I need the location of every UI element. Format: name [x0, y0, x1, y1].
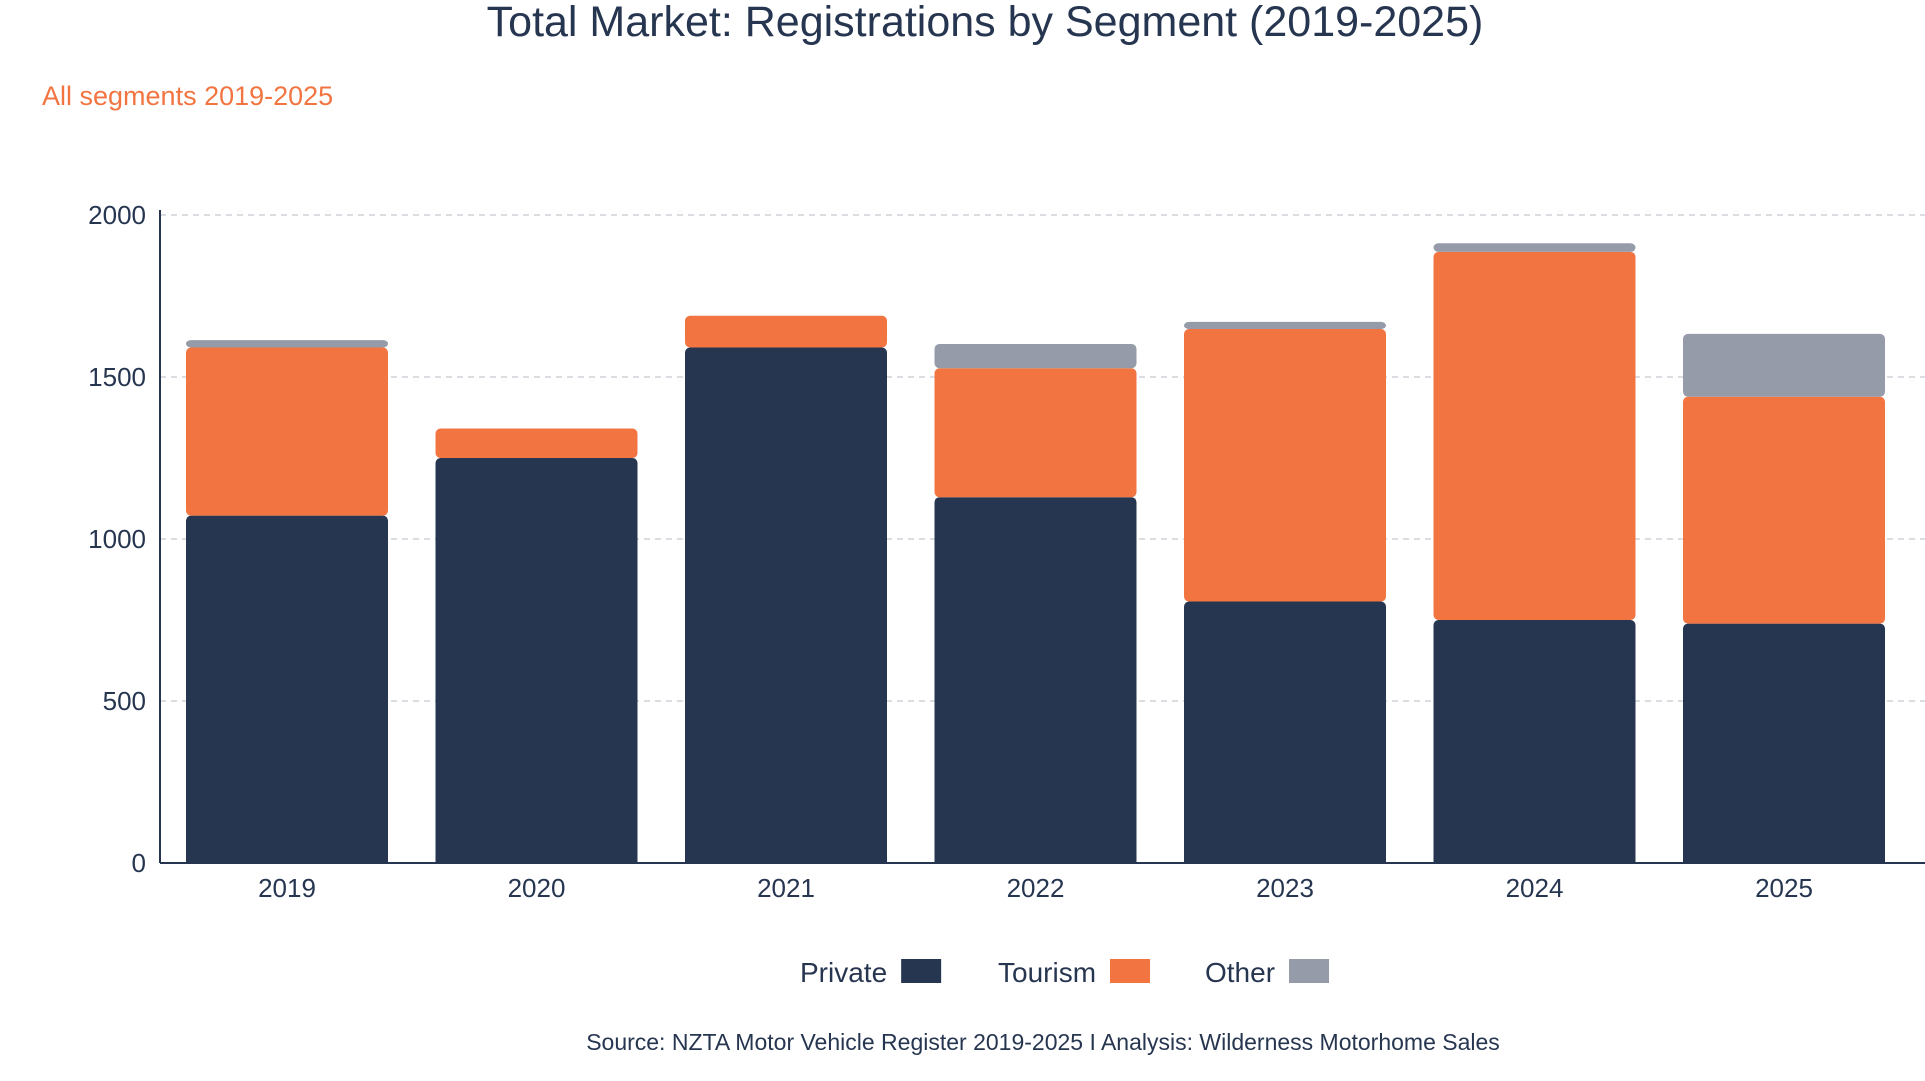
x-tick-label: 2024: [1506, 873, 1564, 903]
x-tick-label: 2025: [1755, 873, 1813, 903]
y-tick-label: 0: [132, 848, 146, 878]
legend-swatch-tourism: [1110, 959, 1151, 983]
legend-swatch-private: [901, 959, 942, 983]
bar-base-2024: [1433, 857, 1636, 863]
bar-base-2023: [1184, 857, 1386, 863]
bar-private-2020: [435, 458, 638, 863]
y-tick-label: 2000: [88, 200, 146, 230]
source-note: Source: NZTA Motor Vehicle Register 2019…: [586, 1029, 1500, 1055]
bar-other-2022: [934, 343, 1137, 369]
x-tick-label: 2021: [757, 873, 815, 903]
x-tick-label: 2019: [258, 873, 316, 903]
bar-other-2023: [1184, 321, 1386, 330]
y-tick-label: 1000: [88, 524, 146, 554]
legend-label-other: Other: [1205, 957, 1275, 988]
legend-label-private: Private: [800, 957, 887, 988]
bar-tourism-2022: [934, 368, 1137, 498]
bar-private-2024: [1433, 620, 1636, 863]
bar-other-2025: [1683, 333, 1885, 397]
legend-label-tourism: Tourism: [998, 957, 1096, 988]
bar-private-2022: [934, 497, 1137, 863]
bar-tourism-2020: [435, 428, 638, 458]
bar-other-2019: [186, 340, 388, 348]
x-tick-label: 2023: [1256, 873, 1314, 903]
bar-base-2021: [685, 857, 887, 863]
bar-base-2025: [1683, 857, 1885, 863]
bar-tourism-2024: [1433, 251, 1636, 620]
bar-base-2022: [934, 857, 1137, 863]
bar-base-2020: [435, 857, 638, 863]
bar-base-2019: [186, 857, 388, 863]
bar-tourism-2019: [186, 347, 388, 516]
legend-swatch-other: [1289, 959, 1330, 983]
bar-tourism-2025: [1683, 396, 1885, 624]
x-tick-label: 2020: [508, 873, 566, 903]
chart-subtitle: All segments 2019-2025: [42, 81, 333, 111]
bar-private-2025: [1683, 623, 1885, 863]
y-tick-label: 1500: [88, 362, 146, 392]
bar-private-2019: [186, 515, 388, 863]
bar-tourism-2023: [1184, 329, 1386, 602]
bar-other-2024: [1433, 243, 1636, 252]
bar-private-2023: [1184, 601, 1386, 863]
y-tick-label: 500: [103, 686, 146, 716]
x-tick-label: 2022: [1007, 873, 1065, 903]
bar-private-2021: [685, 347, 887, 863]
bar-tourism-2021: [685, 315, 887, 348]
chart-title: Total Market: Registrations by Segment (…: [487, 0, 1484, 46]
